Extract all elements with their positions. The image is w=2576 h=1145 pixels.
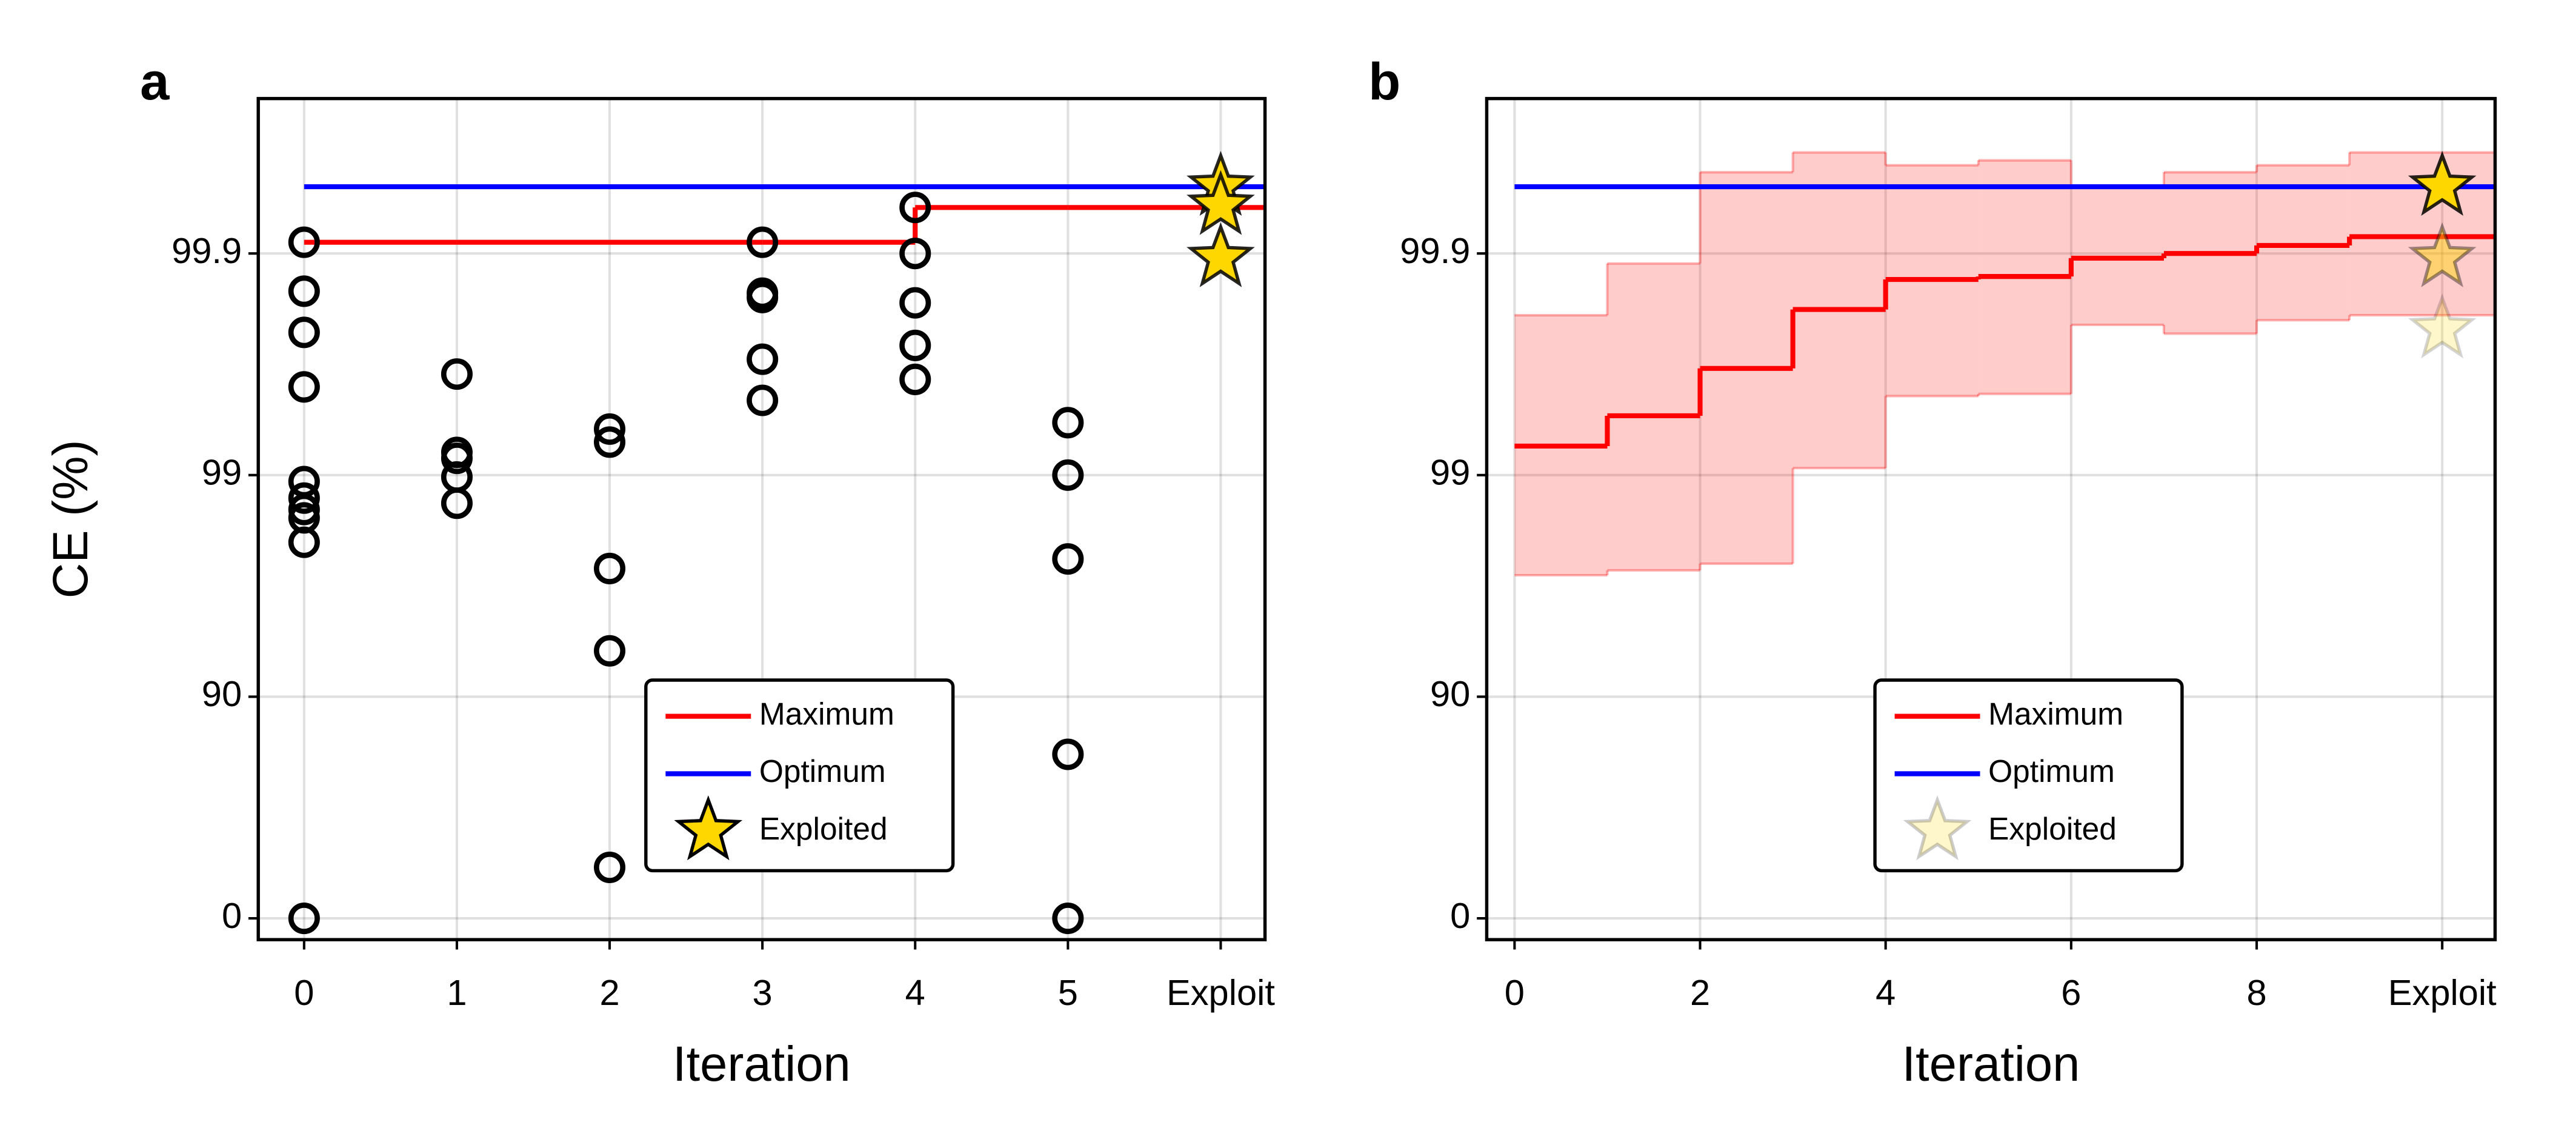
panel-label: b — [1368, 52, 1400, 111]
trial-point — [899, 238, 931, 270]
trial-point — [1052, 903, 1084, 935]
y-tick-label: 99.9 — [1400, 230, 1470, 271]
trial-point — [899, 329, 931, 361]
trial-point — [594, 413, 626, 445]
x-tick-label: 4 — [1875, 972, 1895, 1013]
band-edge — [2349, 151, 2495, 317]
legend-label: Optimum — [759, 753, 886, 789]
band-edge — [1978, 159, 2071, 395]
x-tick-label: Exploit — [2388, 972, 2497, 1013]
exploited-star — [2408, 222, 2477, 287]
x-axis-label: Iteration — [673, 1037, 851, 1092]
trial-point — [288, 226, 320, 258]
trial-point — [594, 426, 626, 458]
trial-point — [288, 371, 320, 403]
axes-frame — [256, 96, 1267, 941]
y-tick-label: 0 — [1450, 895, 1470, 936]
trial-point — [747, 281, 779, 313]
legend-swatch — [1903, 795, 1972, 861]
axes-frame — [1485, 96, 2497, 941]
band-edge — [1885, 164, 1979, 398]
x-tick-label: 0 — [1505, 972, 1525, 1013]
x-tick-label: 2 — [1690, 972, 1710, 1013]
trial-point — [899, 363, 931, 395]
band-edge — [1700, 171, 1793, 565]
x-tick-label: 2 — [599, 972, 619, 1013]
exploited-star — [1186, 222, 1255, 287]
legend-label: Maximum — [759, 696, 894, 731]
y-tick-label: 99 — [1430, 452, 1470, 493]
exploited-star — [2408, 150, 2477, 216]
x-axis-label: Iteration — [1902, 1037, 2080, 1092]
trial-point — [594, 552, 626, 584]
x-tick-label: 4 — [905, 972, 925, 1013]
trial-point — [288, 903, 320, 935]
y-tick-label: 0 — [222, 895, 242, 936]
band-edge — [2257, 164, 2350, 322]
y-tick-label: 99 — [202, 452, 242, 493]
legend-label: Maximum — [1988, 696, 2123, 731]
trial-point — [1052, 543, 1084, 575]
trial-point — [288, 275, 320, 307]
trial-point — [594, 635, 626, 667]
trial-point — [747, 384, 779, 416]
trial-point — [441, 442, 473, 475]
trial-point — [288, 526, 320, 558]
legend-label: Exploited — [759, 811, 888, 846]
trial-point — [288, 316, 320, 349]
band-edge — [1607, 262, 1700, 572]
legend-label: Optimum — [1988, 753, 2115, 789]
legend-box — [1873, 678, 2184, 873]
panel-label: a — [140, 52, 170, 111]
y-axis-label: CE (%) — [43, 439, 98, 598]
trial-point — [1052, 459, 1084, 491]
trial-point — [899, 287, 931, 319]
trial-point — [594, 851, 626, 884]
band-edge — [2163, 171, 2257, 335]
x-tick-label: 6 — [2061, 972, 2081, 1013]
trial-point — [747, 226, 779, 258]
band-edge — [1514, 314, 1608, 577]
trial-point — [441, 358, 473, 390]
band-edge — [1792, 151, 1886, 470]
x-tick-label: 3 — [753, 972, 773, 1013]
x-tick-label: 0 — [294, 972, 314, 1013]
legend-label: Exploited — [1988, 811, 2117, 846]
x-tick-label: 1 — [447, 972, 467, 1013]
y-tick-label: 90 — [1430, 673, 1470, 714]
x-tick-label: 8 — [2246, 972, 2266, 1013]
exploited-star — [2408, 293, 2477, 359]
x-tick-label: 5 — [1058, 972, 1078, 1013]
exploited-star — [1186, 170, 1255, 235]
trial-point — [1052, 738, 1084, 770]
trial-point — [747, 343, 779, 375]
band-segment — [2257, 165, 2350, 321]
y-tick-label: 90 — [202, 673, 242, 714]
trial-point — [288, 482, 320, 514]
legend-swatch — [674, 795, 743, 861]
trial-point — [441, 487, 473, 519]
x-tick-label: Exploit — [1167, 972, 1275, 1013]
trial-point — [899, 192, 931, 224]
trial-point — [1052, 407, 1084, 439]
y-tick-label: 99.9 — [171, 230, 242, 271]
